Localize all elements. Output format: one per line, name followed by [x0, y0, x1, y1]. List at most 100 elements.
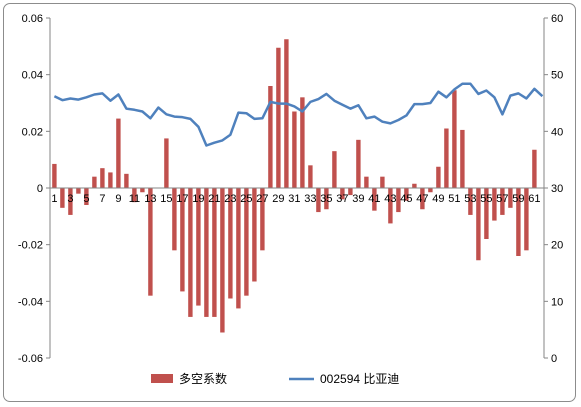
bar-22	[220, 188, 225, 333]
x-tick-label: 53	[464, 193, 476, 205]
x-tick-label: 33	[304, 193, 316, 205]
bar-23	[228, 188, 233, 299]
bar-12	[140, 188, 145, 193]
bar-4	[76, 188, 81, 194]
left-tick-label: -0.06	[18, 353, 43, 365]
bar-59	[516, 188, 521, 256]
x-tick-label: 23	[224, 193, 236, 205]
x-tick-label: 21	[208, 193, 220, 205]
right-y-axis: 0 10 20 30 40 50 60	[543, 13, 563, 365]
bar-57	[500, 188, 505, 215]
bar-51	[452, 90, 457, 188]
bar-18	[188, 188, 193, 317]
x-tick-label: 11	[129, 193, 140, 205]
bar-7	[100, 168, 105, 188]
bar-6	[92, 176, 97, 188]
bar-35	[324, 188, 329, 210]
x-tick-label: 35	[320, 193, 332, 205]
left-tick-label: 0	[37, 183, 43, 195]
left-tick-label: -0.04	[18, 296, 43, 308]
bar-38	[348, 188, 353, 196]
x-tick-label: 25	[240, 193, 252, 205]
bar-21	[212, 188, 217, 317]
bar-46	[412, 183, 417, 188]
bar-37	[340, 188, 345, 200]
x-tick-label: 5	[83, 193, 89, 205]
bar-29	[276, 47, 281, 188]
x-tick-label: 55	[480, 193, 492, 205]
bar-17	[180, 188, 185, 292]
bar-5	[84, 188, 89, 205]
bar-13	[148, 188, 153, 296]
legend-swatch-bar	[151, 374, 173, 383]
x-tick-label: 39	[352, 193, 364, 205]
bar-60	[524, 188, 529, 251]
bar-54	[476, 188, 481, 261]
bar-55	[484, 188, 489, 239]
bar-58	[508, 188, 513, 208]
bar-26	[252, 188, 257, 282]
bar-34	[316, 188, 321, 213]
bar-45	[404, 188, 409, 201]
x-tick-label: 27	[256, 193, 268, 205]
x-tick-label: 51	[448, 193, 460, 205]
bar-48	[428, 188, 433, 193]
legend: 多空系数 002594 比亚迪	[151, 371, 399, 386]
bar-40	[364, 176, 369, 188]
bar-36	[332, 151, 337, 188]
bar-61	[532, 149, 537, 188]
x-tick-label: 59	[512, 193, 524, 205]
x-tick-label: 57	[496, 193, 508, 205]
bar-9	[116, 118, 121, 188]
bar-49	[436, 166, 441, 188]
bar-27	[260, 188, 265, 251]
bar-24	[236, 188, 241, 309]
bar-44	[396, 188, 401, 213]
bar-52	[460, 129, 465, 188]
left-y-axis: -0.06 -0.04 -0.02 0 0.02 0.04 0.06	[18, 13, 51, 365]
x-tick-label: 41	[368, 193, 380, 205]
bar-16	[172, 188, 177, 251]
right-tick-label: 20	[551, 240, 563, 252]
left-tick-label: -0.02	[18, 240, 43, 252]
bar-53	[468, 188, 473, 215]
right-tick-label: 50	[551, 70, 563, 82]
x-tick-label: 1	[51, 193, 57, 205]
x-tick-label: 7	[99, 193, 105, 205]
bar-10	[124, 173, 129, 188]
x-tick-label: 19	[192, 193, 204, 205]
x-tick-label: 3	[67, 193, 73, 205]
left-tick-label: 0.06	[22, 13, 43, 25]
bar-50	[444, 128, 449, 188]
x-tick-label: 29	[272, 193, 284, 205]
bar-3	[68, 188, 73, 215]
bar-33	[308, 165, 313, 188]
bar-11	[132, 188, 137, 203]
x-tick-label: 37	[336, 193, 348, 205]
bar-43	[388, 188, 393, 224]
right-tick-label: 40	[551, 126, 563, 138]
bar-31	[292, 111, 297, 188]
bar-series	[52, 39, 537, 333]
bar-1	[52, 163, 57, 188]
bar-20	[204, 188, 209, 317]
x-tick-label: 61	[528, 193, 540, 205]
x-tick-label: 15	[160, 193, 172, 205]
bar-39	[356, 139, 361, 188]
bar-19	[196, 188, 201, 306]
bar-32	[300, 97, 305, 188]
bar-28	[268, 86, 273, 188]
legend-label-bar: 多空系数	[179, 371, 227, 386]
x-tick-label: 43	[384, 193, 396, 205]
bar-8	[108, 172, 113, 188]
x-tick-label: 9	[115, 193, 121, 205]
x-tick-label: 45	[400, 193, 412, 205]
right-tick-label: 10	[551, 296, 563, 308]
legend-label-line: 002594 比亚迪	[320, 372, 399, 386]
right-tick-label: 60	[551, 13, 563, 25]
x-tick-label: 13	[144, 193, 156, 205]
right-tick-label: 30	[551, 183, 563, 195]
x-axis-labels: 1 3 5 7 9 11 13 15 17 19 21 23 25 27 29 31 33 35 37 39 41 43 4…	[51, 193, 540, 205]
x-tick-label: 47	[416, 193, 428, 205]
